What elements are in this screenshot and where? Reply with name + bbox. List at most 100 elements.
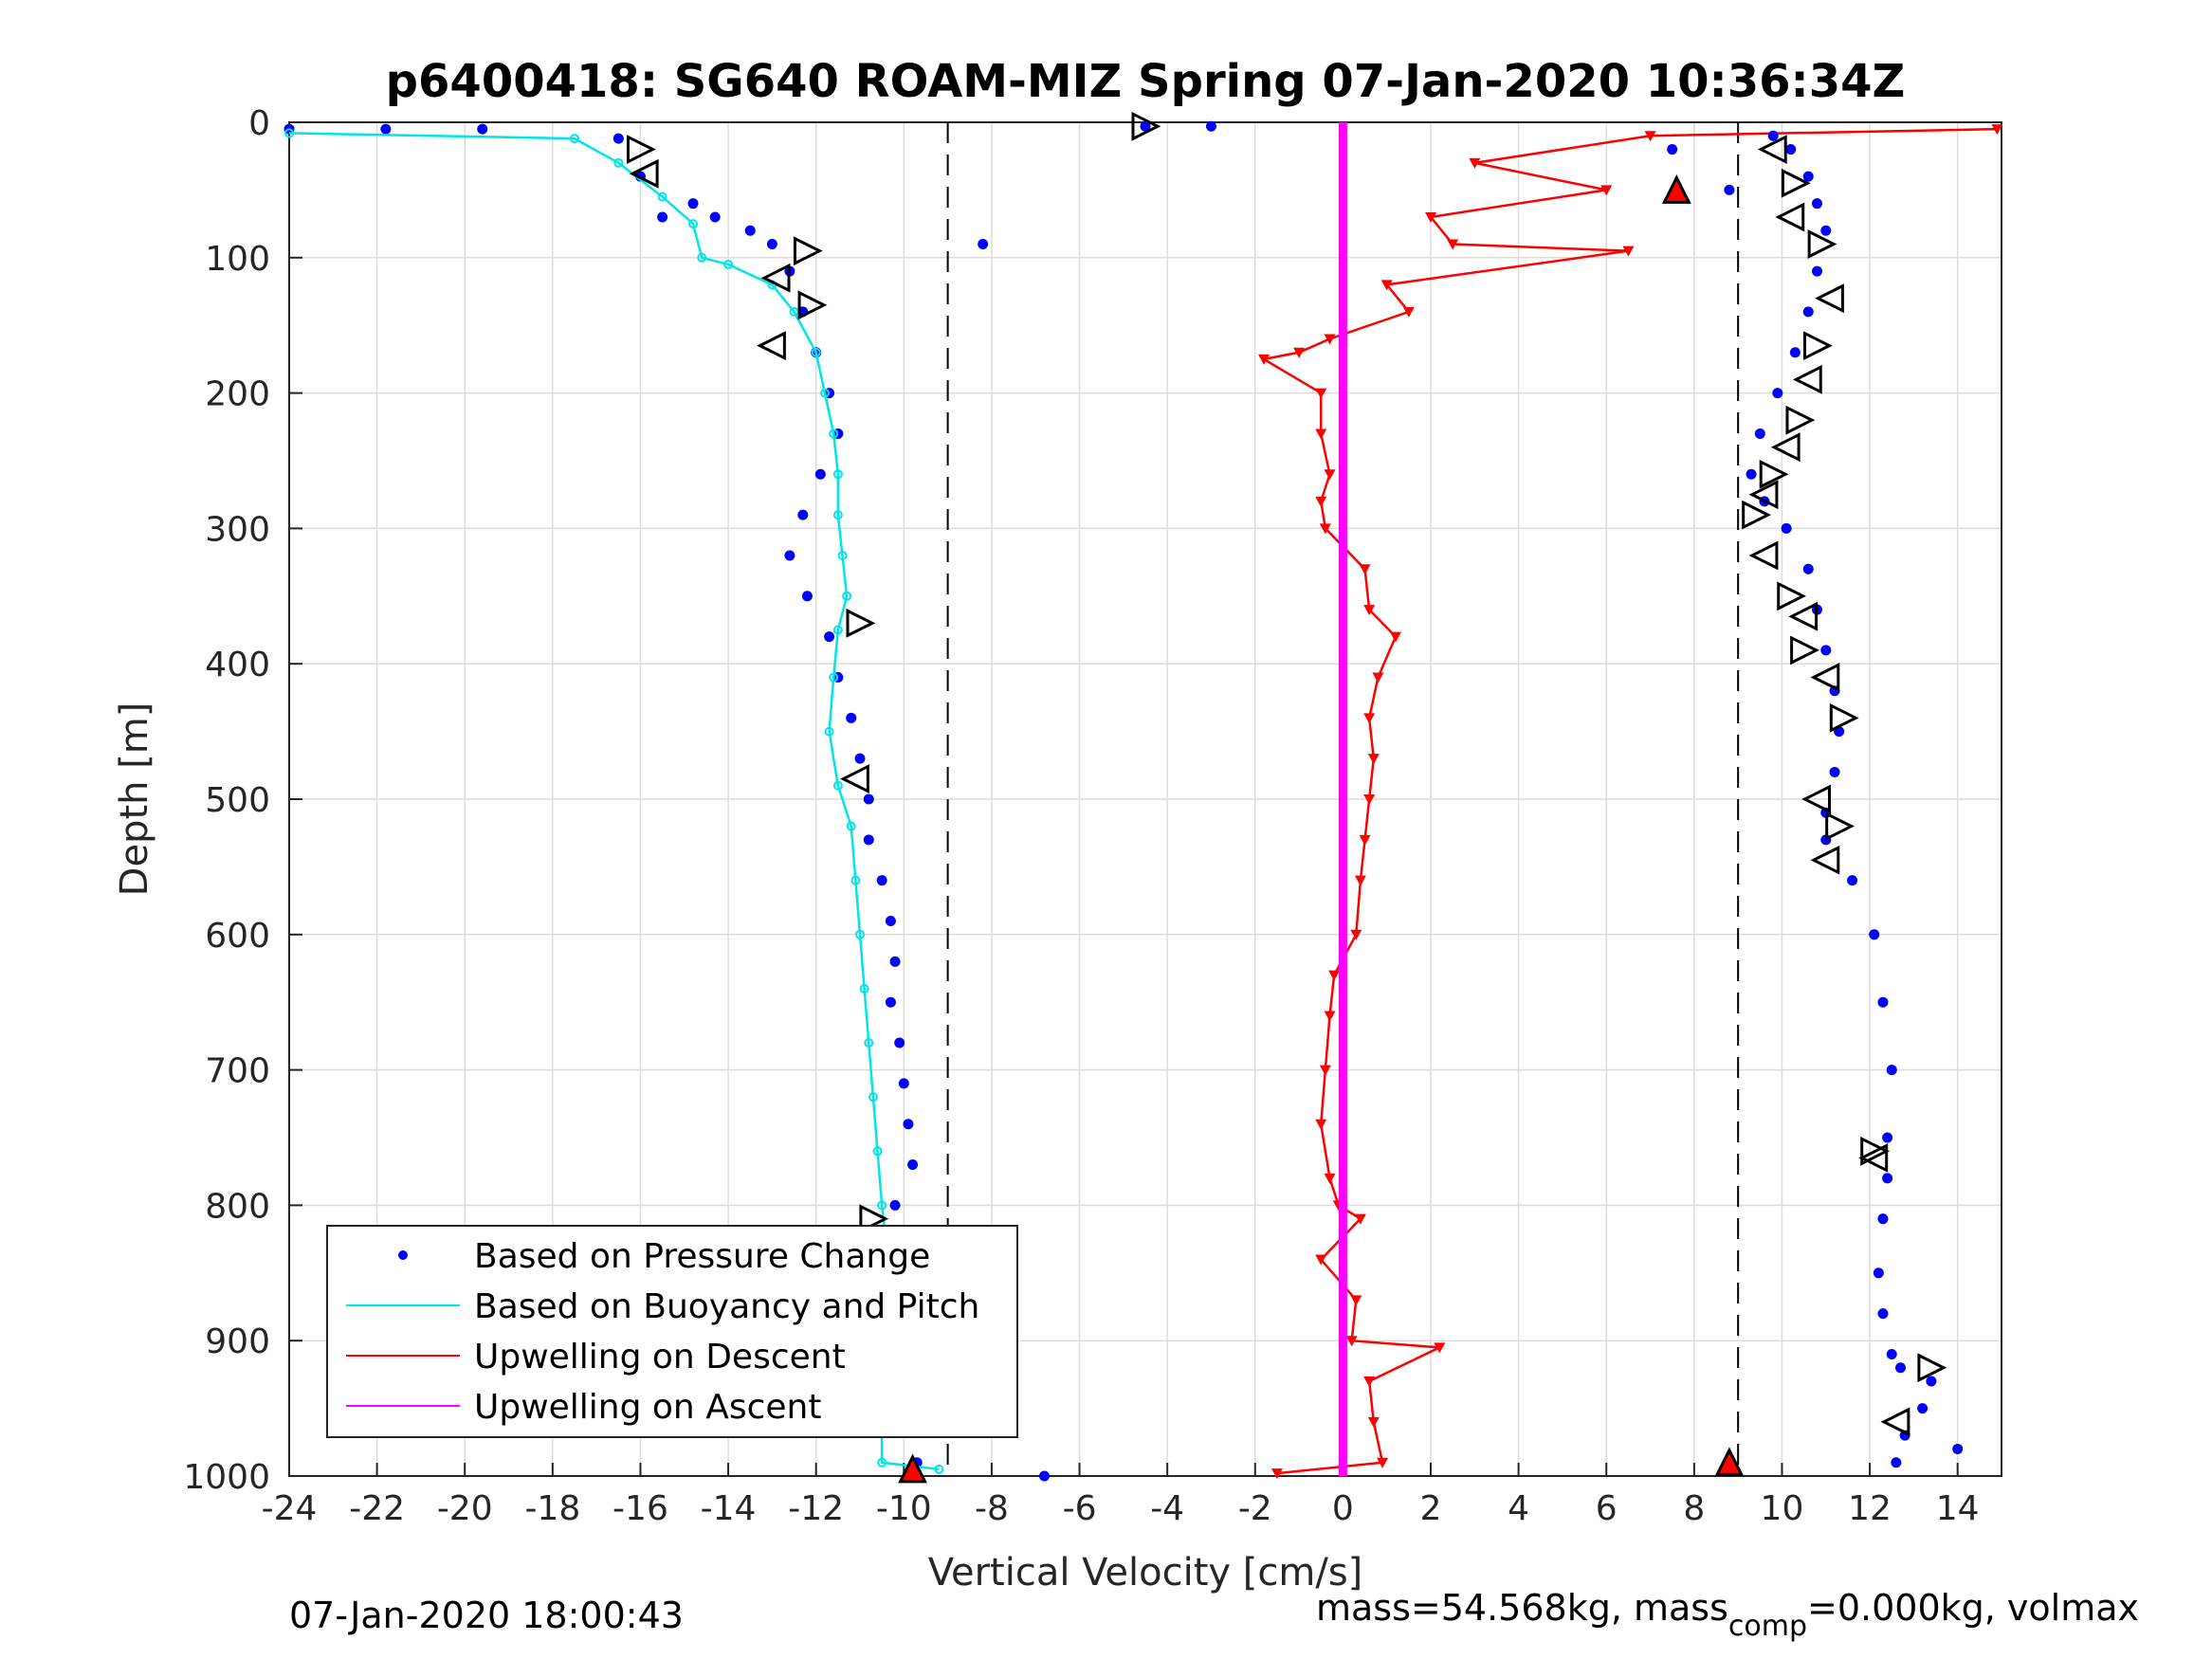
y-tick-label: 0 xyxy=(248,104,270,143)
series-point xyxy=(1991,124,2003,136)
x-tick-label: -18 xyxy=(524,1489,580,1528)
series-point xyxy=(1425,211,1436,223)
ascent-marker xyxy=(1917,1353,1947,1383)
ascent-marker xyxy=(1742,500,1772,530)
x-tick-label: -16 xyxy=(612,1489,668,1528)
series-point xyxy=(885,996,896,1008)
series-point xyxy=(1345,1336,1358,1347)
ascent-marker xyxy=(1858,1142,1889,1173)
series-point xyxy=(744,225,756,236)
series-point xyxy=(657,191,667,202)
series-point xyxy=(829,672,839,683)
series-point xyxy=(1886,1065,1897,1076)
series-point xyxy=(1812,198,1823,210)
series-point xyxy=(1882,1173,1893,1184)
series-point xyxy=(1917,1403,1929,1414)
ascent-marker xyxy=(1815,283,1844,314)
x-tick-label: 8 xyxy=(1683,1489,1705,1528)
ascent-marker xyxy=(1790,635,1819,665)
series-point xyxy=(1350,929,1362,940)
legend-label-ascent: Upwelling on Ascent xyxy=(474,1388,821,1427)
series-point xyxy=(842,591,852,601)
series-point xyxy=(1926,1376,1937,1387)
series-point xyxy=(1363,713,1376,724)
series-point xyxy=(1812,265,1823,277)
x-tick-label: -24 xyxy=(262,1489,318,1528)
series-point xyxy=(1724,184,1735,195)
series-point xyxy=(657,211,668,223)
series-point xyxy=(1767,130,1779,141)
series-point xyxy=(801,591,813,602)
series-point xyxy=(570,134,579,144)
series-point xyxy=(1359,564,1371,575)
x-tick-label: 0 xyxy=(1332,1489,1354,1528)
series-point xyxy=(814,468,826,480)
series-point xyxy=(1789,347,1801,358)
series-point xyxy=(1377,1457,1389,1468)
series-point xyxy=(1319,1065,1331,1076)
series-point xyxy=(854,753,866,764)
series-point xyxy=(1363,794,1376,805)
ascent-marker xyxy=(1131,111,1161,141)
series-point xyxy=(1886,1348,1897,1359)
turn-marker xyxy=(1714,1447,1745,1477)
series-point xyxy=(1802,563,1814,574)
series-point xyxy=(1802,171,1814,182)
series-point xyxy=(1271,1468,1283,1480)
series-point xyxy=(1315,428,1327,440)
ascent-marker xyxy=(1829,702,1859,733)
series-point xyxy=(898,1078,909,1089)
legend-swatch-pressure xyxy=(398,1250,408,1260)
series-point xyxy=(1380,280,1393,291)
series-point xyxy=(612,133,624,144)
legend-label-descent: Upwelling on Descent xyxy=(474,1338,846,1376)
y-tick-label: 500 xyxy=(205,781,270,820)
series-point xyxy=(832,780,843,791)
series-point xyxy=(1315,388,1327,399)
series-point xyxy=(1622,246,1635,257)
series-point xyxy=(907,1159,919,1171)
markers-layer xyxy=(626,111,1947,1484)
series-point xyxy=(934,1464,944,1474)
series-point xyxy=(1324,1011,1336,1022)
x-tick-label: -20 xyxy=(437,1489,493,1528)
series-point xyxy=(1754,428,1765,439)
series-point xyxy=(829,428,839,439)
series-point xyxy=(380,123,392,135)
series-point xyxy=(978,239,989,250)
x-tick-label: 4 xyxy=(1508,1489,1529,1528)
ascent-marker xyxy=(1748,480,1779,510)
series-point xyxy=(1877,1213,1889,1225)
series-point xyxy=(709,211,721,223)
descent-marker xyxy=(840,764,869,794)
y-tick-label: 800 xyxy=(205,1187,270,1226)
series-point xyxy=(1873,1267,1884,1279)
ascent-marker xyxy=(1825,811,1856,841)
descent-marker xyxy=(793,236,823,266)
x-tick-label: -8 xyxy=(975,1489,1009,1528)
series-point xyxy=(1367,754,1380,765)
series-point xyxy=(872,1146,883,1157)
series-point xyxy=(1877,1308,1889,1320)
x-tick-label: -6 xyxy=(1063,1489,1097,1528)
series-point xyxy=(1891,1457,1902,1468)
series-point xyxy=(1205,120,1216,132)
series-point xyxy=(1315,1254,1327,1266)
series-point xyxy=(1820,225,1832,236)
series-point xyxy=(789,306,799,317)
series-point xyxy=(863,834,874,846)
x-axis-ticks: -24 -22 -20 -18 -16 -14 -12 -10 -8 -6 -4 -2 0 2 4 6 8 10 1… xyxy=(262,1463,1980,1528)
series-point xyxy=(697,252,707,263)
series-point xyxy=(1772,388,1783,399)
ascent-marker xyxy=(1880,1407,1910,1437)
descent-marker xyxy=(760,263,791,293)
x-tick-label: 6 xyxy=(1596,1489,1618,1528)
series-point xyxy=(811,347,821,357)
series-point xyxy=(864,1038,874,1048)
series-line xyxy=(1260,127,1998,1475)
footer-mass-info: mass=54.568kg, masscomp=0.000kg, volmax xyxy=(1316,1587,2139,1643)
series-point xyxy=(1877,996,1889,1008)
ascent-marker xyxy=(1757,135,1787,164)
chart-title: p6400418: SG640 ROAM-MIZ Spring 07-Jan-2… xyxy=(386,55,1906,108)
